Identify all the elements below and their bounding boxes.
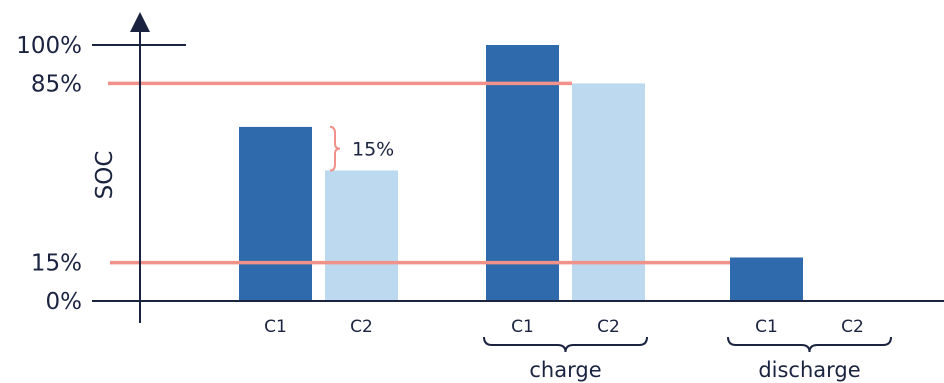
- bar-0-c1: [239, 126, 312, 301]
- difference-annotation: 15%: [352, 139, 394, 161]
- bars-layer: [239, 45, 803, 302]
- brace-charge: [483, 336, 648, 353]
- y-tick-label-15: 15%: [31, 251, 82, 277]
- y-tick-label-100: 100%: [16, 33, 82, 59]
- category-label-2-c2: C2: [841, 317, 864, 337]
- y-tick-label-85: 85%: [31, 71, 82, 97]
- y-axis-label: SOC: [92, 151, 118, 200]
- category-label-2-c1: C1: [755, 317, 778, 337]
- category-label-1-c2: C2: [597, 317, 620, 337]
- bar-2-c1: [730, 257, 803, 301]
- category-label-1-c1: C1: [511, 317, 534, 337]
- bar-1-c2: [572, 83, 645, 302]
- category-label-0-c1: C1: [264, 317, 287, 337]
- bar-0-c2: [325, 170, 398, 301]
- y-tick-label-0: 0%: [46, 289, 83, 315]
- axes: [92, 12, 944, 323]
- annotation: 15%: [329, 125, 394, 172]
- category-label-0-c2: C2: [350, 317, 373, 337]
- group-labels: charge discharge: [483, 336, 892, 382]
- brace-discharge: [727, 336, 892, 353]
- labels: C1 C2 C1 C2 C1 C2 100% 85% 15% 0% SOC: [16, 33, 864, 337]
- bar-1-c1: [486, 45, 559, 301]
- group-label-discharge: discharge: [758, 358, 860, 382]
- difference-bracket: [329, 125, 341, 172]
- reference-lines: [108, 81, 730, 265]
- group-label-charge: charge: [529, 358, 601, 382]
